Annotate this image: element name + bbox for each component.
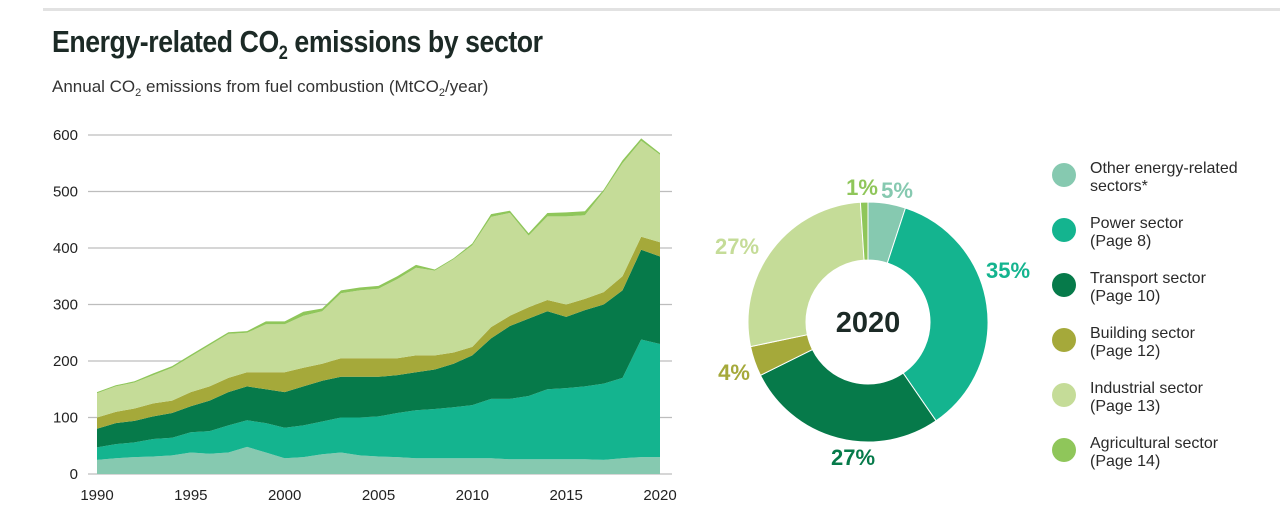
legend-label: Industrial sector (Page 13): [1090, 380, 1203, 415]
donut-label-power: 35%: [986, 258, 1030, 283]
top-divider: [43, 8, 1280, 11]
legend-label: Other energy-related sectors*: [1090, 160, 1238, 195]
area-building: [97, 236, 660, 429]
legend-swatch-icon: [1052, 438, 1076, 462]
x-tick-label: 1990: [80, 487, 113, 504]
y-tick-label: 500: [53, 184, 78, 201]
y-tick-label: 300: [53, 297, 78, 314]
x-tick-label: 1995: [174, 487, 207, 504]
area-power: [97, 339, 660, 460]
legend-label: Transport sector (Page 10): [1090, 270, 1206, 305]
donut-slice-power: [886, 207, 989, 422]
donut-chart: 5% 35% 27% 4% 27% 1% 2020: [715, 175, 1030, 470]
area-other: [97, 446, 660, 474]
x-tick-label: 2005: [362, 487, 395, 504]
legend-swatch-icon: [1052, 383, 1076, 407]
y-tick-label: 200: [53, 353, 78, 370]
legend-label: Building sector (Page 12): [1090, 325, 1195, 360]
y-tick-label: 400: [53, 240, 78, 257]
donut-label-industrial: 27%: [715, 234, 759, 259]
area-industrial: [97, 140, 660, 418]
x-tick-label: 2000: [268, 487, 301, 504]
chart-subtitle: Annual CO2 emissions from fuel combustio…: [52, 77, 489, 99]
y-tick-labels: 0 100 200 300 400 500 600: [53, 127, 78, 483]
legend-swatch-icon: [1052, 163, 1076, 187]
legend-swatch-icon: [1052, 218, 1076, 242]
y-tick-label: 600: [53, 127, 78, 144]
legend-label: Agricultural sector (Page 14): [1090, 435, 1219, 470]
donut-slice-industrial: [747, 201, 865, 348]
donut-center-label: 2020: [836, 307, 901, 339]
legend-swatch-icon: [1052, 273, 1076, 297]
legend-swatch-icon: [1052, 328, 1076, 352]
donut-label-building: 4%: [718, 360, 750, 385]
x-tick-label: 2015: [549, 487, 582, 504]
stacked-areas: [97, 138, 660, 474]
y-tick-label: 100: [53, 410, 78, 427]
x-tick-label: 2020: [643, 487, 676, 504]
donut-label-agricultural: 1%: [846, 175, 878, 200]
chart-title: Energy-related CO2 emissions by sector: [52, 24, 543, 64]
area-transport: [97, 249, 660, 448]
donut-label-transport: 27%: [831, 445, 875, 470]
donut-slice-transport: [759, 348, 937, 443]
x-tick-label: 2010: [456, 487, 489, 504]
y-tick-label: 0: [70, 466, 78, 483]
legend-label: Power sector (Page 8): [1090, 215, 1184, 250]
x-tick-labels: 1990 1995 2000 2005 2010 2015 2020: [80, 487, 676, 504]
donut-slice-agricultural: [859, 201, 869, 261]
donut-label-other: 5%: [881, 178, 913, 203]
